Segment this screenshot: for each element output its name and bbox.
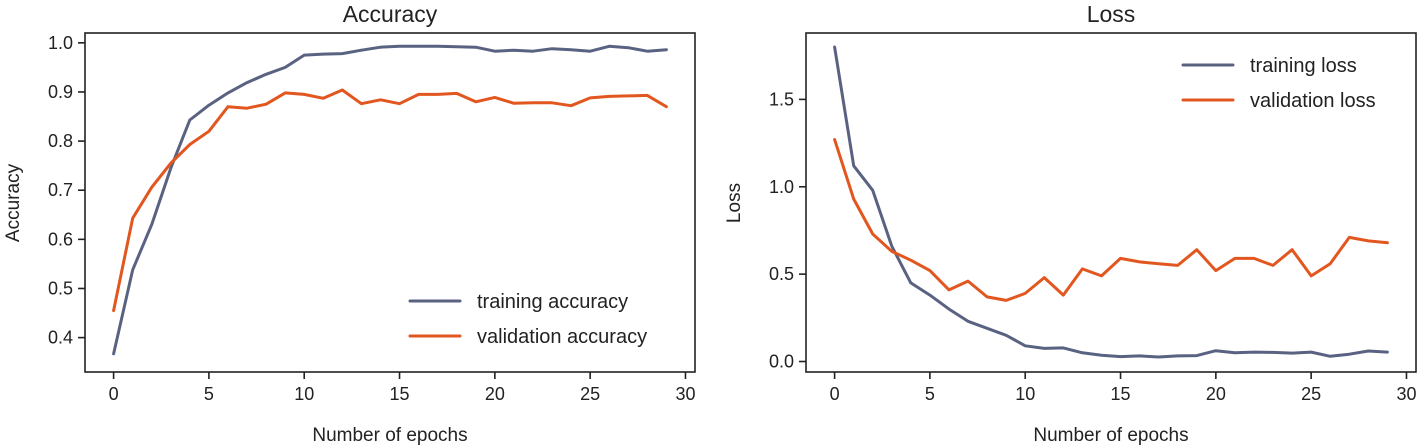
axis-ticks: 0 5 10 15 20 25 30 0.4 0.5 0.6 0.7 0.8 0.9 1.0	[48, 33, 696, 404]
chart-title: Accuracy	[343, 1, 438, 27]
legend: training accuracy validation accuracy	[408, 291, 647, 348]
x-tick-label: 10	[294, 384, 314, 404]
y-tick-label: 1.0	[48, 33, 73, 53]
legend-label-validation: validation accuracy	[477, 326, 647, 348]
legend-label-training: training accuracy	[477, 291, 628, 313]
y-tick-label: 1.0	[769, 177, 794, 197]
axis-ticks: 0 5 10 15 20 25 30 0.0 0.5 1.0 1.5	[769, 89, 1417, 404]
legend-label-validation: validation loss	[1250, 90, 1376, 112]
y-tick-label: 0.5	[48, 278, 73, 298]
y-tick-label: 0.0	[769, 352, 794, 372]
series-line-training	[112, 44, 668, 356]
y-tick-label: 0.6	[48, 229, 73, 249]
x-tick-label: 15	[390, 384, 410, 404]
x-tick-label: 30	[1396, 384, 1416, 404]
y-tick-label: 1.5	[769, 89, 794, 109]
x-tick-label: 10	[1015, 384, 1035, 404]
y-tick-label: 0.9	[48, 82, 73, 102]
plot-frame	[84, 32, 696, 373]
x-tick-label: 25	[1301, 384, 1321, 404]
y-tick-label: 0.7	[48, 180, 73, 200]
plot-frame	[805, 32, 1417, 373]
x-tick-label: 0	[830, 384, 840, 404]
x-tick-label: 0	[109, 384, 119, 404]
x-tick-label: 30	[675, 384, 695, 404]
accuracy-chart: Accuracy Number of epochs Accuracy 0 5 10 1…	[3, 1, 696, 446]
y-tick-label: 0.4	[48, 328, 73, 348]
y-axis-label: Accuracy	[3, 163, 24, 242]
series-line-training	[833, 45, 1389, 359]
legend: training loss validation loss	[1181, 55, 1376, 112]
series-lines	[833, 45, 1389, 359]
y-tick-label: 0.8	[48, 131, 73, 151]
x-tick-label: 20	[485, 384, 505, 404]
series-line-validation	[112, 88, 668, 313]
legend-label-training: training loss	[1250, 55, 1357, 77]
x-tick-label: 25	[580, 384, 600, 404]
x-tick-label: 20	[1206, 384, 1226, 404]
series-lines	[112, 44, 668, 356]
chart-title: Loss	[1087, 1, 1136, 27]
series-line-validation	[833, 138, 1389, 302]
x-tick-label: 15	[1111, 384, 1131, 404]
loss-chart: Loss Number of epochs Loss 0 5 10 15 20 25 300…	[724, 1, 1417, 446]
y-tick-label: 0.5	[769, 264, 794, 284]
x-tick-label: 5	[204, 384, 214, 404]
x-axis-label: Number of epochs	[1033, 425, 1188, 446]
y-axis-label: Loss	[724, 183, 745, 223]
x-tick-label: 5	[925, 384, 935, 404]
x-axis-label: Number of epochs	[312, 425, 467, 446]
